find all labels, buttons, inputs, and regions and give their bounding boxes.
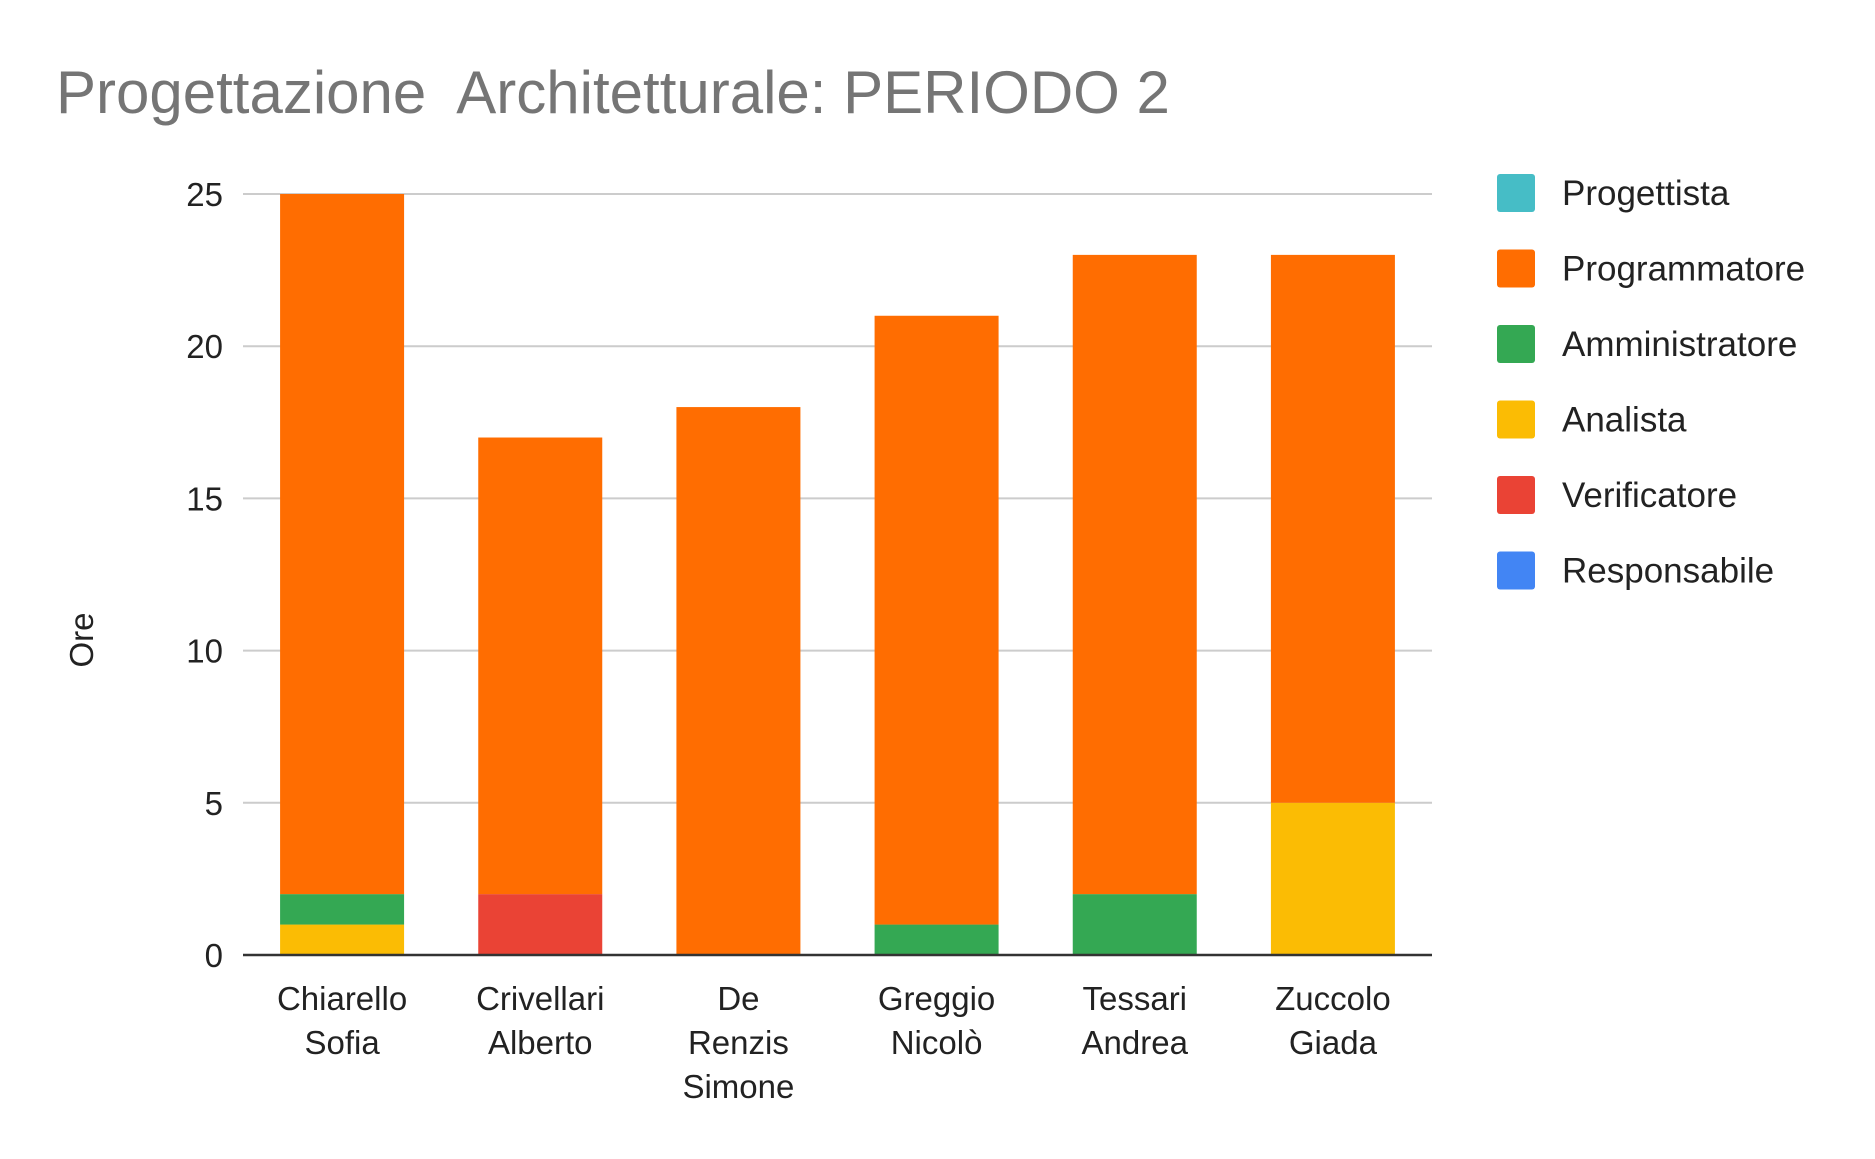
bar-segment-amministratore[interactable]	[280, 894, 405, 925]
x-tick-label: Crivellari	[476, 980, 604, 1017]
gridlines	[243, 193, 1432, 804]
x-tick-label: Giada	[1289, 1024, 1378, 1061]
x-tick-label: Nicolò	[891, 1024, 983, 1061]
bars	[280, 194, 1395, 956]
legend-item-label[interactable]: Verificatore	[1562, 476, 1737, 515]
legend-swatch	[1497, 174, 1535, 212]
x-tick-label: Andrea	[1082, 1024, 1189, 1061]
bar-segment-analista[interactable]	[280, 924, 405, 955]
y-axis-label: Ore	[63, 612, 100, 667]
y-tick-label: 25	[186, 176, 223, 213]
legend-item-label[interactable]: Progettista	[1562, 174, 1730, 213]
y-tick-label: 15	[186, 480, 223, 517]
x-tick-label: Renzis	[688, 1024, 789, 1061]
legend-item-label[interactable]: Responsabile	[1562, 552, 1774, 591]
chart-title: Progettazione Architetturale: PERIODO 2	[56, 59, 1170, 126]
x-tick-label: Sofia	[304, 1024, 380, 1061]
legend-swatch	[1497, 400, 1535, 439]
bar-segment-programmatore[interactable]	[1072, 254, 1197, 895]
legend-item-label[interactable]: Programmatore	[1562, 250, 1805, 289]
legend-swatch	[1497, 249, 1535, 288]
legend-swatch	[1497, 476, 1535, 514]
legend-swatch	[1497, 325, 1535, 363]
bar-segment-amministratore[interactable]	[1072, 894, 1197, 955]
y-tick-label: 10	[186, 633, 223, 670]
y-tick-label: 0	[205, 937, 223, 974]
bar-segment-programmatore[interactable]	[1270, 254, 1395, 803]
legend-swatch	[1497, 551, 1535, 590]
bar-segment-analista[interactable]	[1270, 802, 1395, 955]
legend[interactable]: Progettista Programmatore Amministratore An…	[1497, 174, 1805, 591]
x-tick-label: Alberto	[488, 1024, 593, 1061]
legend-item-label[interactable]: Analista	[1562, 401, 1687, 440]
y-tick-label: 20	[186, 328, 223, 365]
legend-item-label[interactable]: Amministratore	[1562, 325, 1797, 364]
bar-segment-verificatore[interactable]	[478, 894, 603, 955]
bar-segment-amministratore[interactable]	[874, 924, 999, 955]
x-tick-label: De	[717, 980, 759, 1017]
axes: 0 5 10 15 20 25 Ore Chiarello Sofia Crivellari Alb…	[63, 176, 1432, 1105]
bar-segment-programmatore[interactable]	[478, 437, 603, 895]
y-tick-label: 5	[205, 785, 223, 822]
bar-segment-programmatore[interactable]	[676, 407, 801, 956]
bar-segment-programmatore[interactable]	[280, 194, 405, 895]
x-tick-label: Greggio	[878, 980, 995, 1017]
x-tick-label: Chiarello	[277, 980, 407, 1017]
x-tick-label: Tessari	[1082, 980, 1187, 1017]
x-tick-label: Simone	[682, 1068, 794, 1105]
x-tick-label: Zuccolo	[1275, 980, 1391, 1017]
bar-segment-programmatore[interactable]	[874, 315, 999, 925]
